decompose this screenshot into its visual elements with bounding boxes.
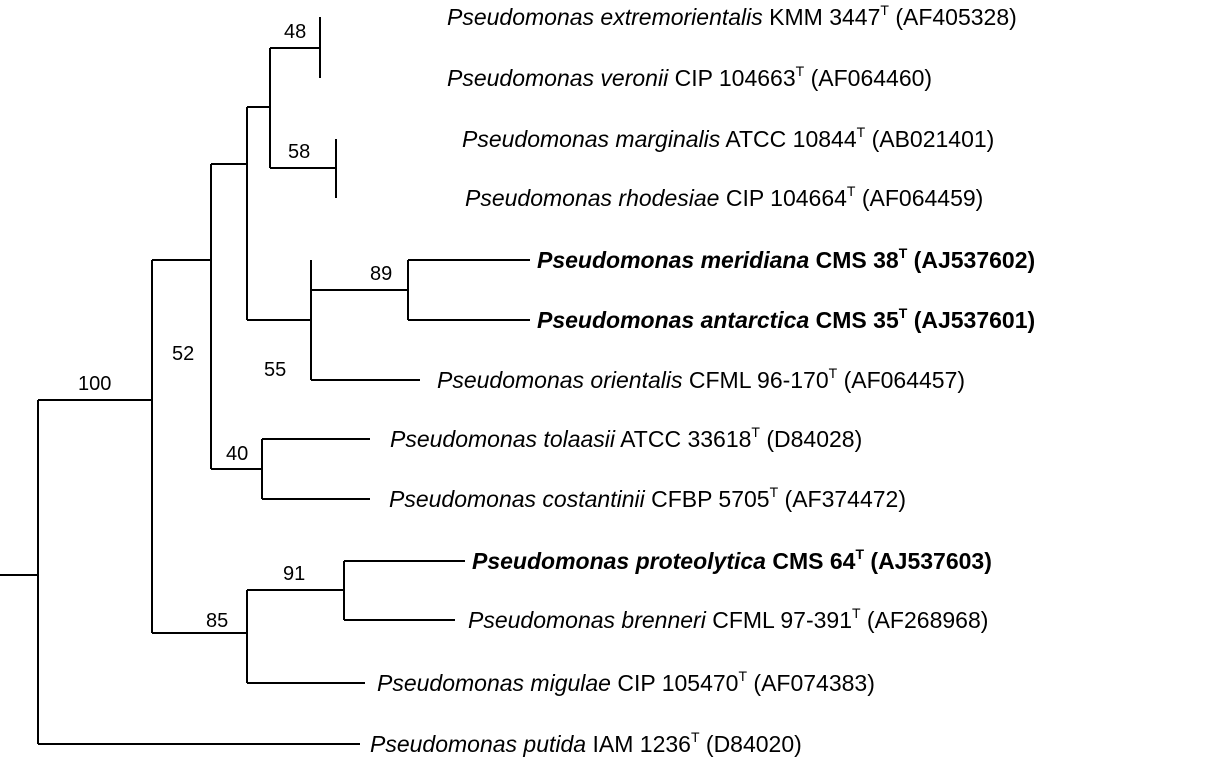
type-strain-superscript: T: [880, 2, 889, 18]
taxon-species-name: Pseudomonas rhodesiae: [465, 185, 719, 211]
taxon-species-name: Pseudomonas orientalis: [437, 367, 683, 393]
taxon-strain: ATCC 33618: [620, 426, 751, 452]
taxon-strain: IAM 1236: [593, 731, 691, 757]
type-strain-superscript: T: [751, 424, 760, 440]
taxon-label-tolaasii: Pseudomonas tolaasii ATCC 33618T (D84028…: [390, 424, 862, 452]
taxon-labels: Pseudomonas extremorientalis KMM 3447T (…: [370, 2, 1035, 757]
taxon-label-costantinii: Pseudomonas costantinii CFBP 5705T (AF37…: [389, 484, 906, 512]
taxon-accession: (D84028): [760, 426, 862, 452]
taxon-label-orientalis: Pseudomonas orientalis CFML 96-170T (AF0…: [437, 365, 965, 393]
taxon-strain: CIP 104664: [726, 185, 847, 211]
taxon-label-putida: Pseudomonas putida IAM 1236T (D84020): [370, 729, 802, 757]
type-strain-superscript: T: [857, 124, 866, 140]
taxon-accession: (AF374472): [778, 486, 906, 512]
bootstrap-value-n91: 91: [283, 563, 305, 585]
type-strain-superscript: T: [691, 729, 700, 745]
taxon-accession: (AJ537603): [864, 548, 992, 574]
taxon-strain: CIP 105470: [617, 670, 738, 696]
tree-branches: [0, 17, 530, 745]
bootstrap-value-n85: 85: [206, 610, 228, 632]
taxon-accession: (AJ537602): [907, 247, 1035, 273]
taxon-strain: CFBP 5705: [651, 486, 769, 512]
taxon-species-name: Pseudomonas migulae: [377, 670, 611, 696]
bootstrap-value-n48: 48: [284, 21, 306, 43]
type-strain-superscript: T: [855, 546, 864, 562]
taxon-accession: (D84020): [700, 731, 802, 757]
taxon-strain: CFML 96-170: [689, 367, 829, 393]
taxon-accession: (AF064459): [855, 185, 983, 211]
taxon-species-name: Pseudomonas proteolytica: [472, 548, 766, 574]
taxon-label-migulae: Pseudomonas migulae CIP 105470T (AF07438…: [377, 668, 875, 696]
bootstrap-value-n100: 100: [78, 373, 111, 395]
taxon-strain: CMS 64: [772, 548, 855, 574]
bootstrap-value-n89: 89: [370, 263, 392, 285]
type-strain-superscript: T: [847, 183, 856, 199]
taxon-label-veronii: Pseudomonas veronii CIP 104663T (AF06446…: [447, 63, 932, 91]
taxon-strain: CIP 104663: [675, 65, 796, 91]
taxon-species-name: Pseudomonas marginalis: [462, 126, 721, 152]
taxon-species-name: Pseudomonas antarctica: [537, 307, 809, 333]
taxon-accession: (AF405328): [889, 4, 1017, 30]
taxon-accession: (AF064457): [837, 367, 965, 393]
taxon-species-name: Pseudomonas meridiana: [537, 247, 809, 273]
taxon-label-brenneri: Pseudomonas brenneri CFML 97-391T (AF268…: [468, 605, 988, 633]
type-strain-superscript: T: [770, 484, 779, 500]
type-strain-superscript: T: [899, 305, 908, 321]
taxon-species-name: Pseudomonas veronii: [447, 65, 669, 91]
taxon-species-name: Pseudomonas costantinii: [389, 486, 646, 512]
type-strain-superscript: T: [852, 605, 861, 621]
bootstrap-value-n55: 55: [264, 359, 286, 381]
taxon-label-extremorientalis: Pseudomonas extremorientalis KMM 3447T (…: [447, 2, 1017, 30]
taxon-accession: (AF268968): [861, 607, 989, 633]
bootstrap-value-n58: 58: [288, 141, 310, 163]
taxon-species-name: Pseudomonas putida: [370, 731, 586, 757]
taxon-accession: (AF074383): [747, 670, 875, 696]
taxon-label-marginalis: Pseudomonas marginalis ATCC 10844T (AB02…: [462, 124, 994, 152]
type-strain-superscript: T: [829, 365, 838, 381]
taxon-species-name: Pseudomonas tolaasii: [390, 426, 616, 452]
bootstrap-value-n52: 52: [172, 343, 194, 365]
taxon-strain: CMS 35: [816, 307, 899, 333]
taxon-label-meridiana: Pseudomonas meridiana CMS 38T (AJ537602): [537, 245, 1035, 273]
taxon-species-name: Pseudomonas extremorientalis: [447, 4, 763, 30]
type-strain-superscript: T: [796, 63, 805, 79]
taxon-label-rhodesiae: Pseudomonas rhodesiae CIP 104664T (AF064…: [465, 183, 983, 211]
bootstrap-value-n40: 40: [226, 443, 248, 465]
taxon-strain: ATCC 10844: [725, 126, 856, 152]
taxon-strain: CFML 97-391: [712, 607, 852, 633]
taxon-accession: (AB021401): [865, 126, 994, 152]
taxon-accession: (AJ537601): [907, 307, 1035, 333]
type-strain-superscript: T: [738, 668, 747, 684]
taxon-label-proteolytica: Pseudomonas proteolytica CMS 64T (AJ5376…: [472, 546, 992, 574]
type-strain-superscript: T: [899, 245, 908, 261]
taxon-label-antarctica: Pseudomonas antarctica CMS 35T (AJ537601…: [537, 305, 1035, 333]
taxon-accession: (AF064460): [804, 65, 932, 91]
taxon-strain: KMM 3447: [769, 4, 880, 30]
bootstrap-values: 100 52 48 58 89 55 40 91 85: [78, 21, 392, 632]
taxon-species-name: Pseudomonas brenneri: [468, 607, 707, 633]
taxon-strain: CMS 38: [816, 247, 899, 273]
